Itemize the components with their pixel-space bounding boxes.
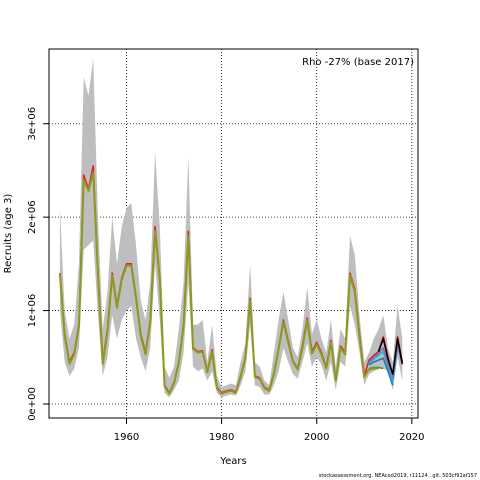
y-tick-label: 1e+06	[27, 294, 38, 328]
x-axis-title: Years	[219, 456, 246, 467]
y-axis-title: Recruits (age 3)	[3, 194, 14, 274]
series-line-6	[58, 171, 379, 395]
y-tick-label: 0e+00	[27, 387, 38, 421]
series-line-3	[368, 347, 399, 383]
y-axis: 0e+00 1e+06 2e+06 3e+06	[27, 107, 49, 421]
x-tick-label: 1980	[209, 432, 234, 443]
x-tick-label: 2020	[399, 432, 424, 443]
series-lines	[58, 164, 404, 395]
confidence-band	[59, 58, 403, 398]
series-line-2	[368, 357, 394, 386]
y-tick-label: 3e+06	[27, 107, 38, 141]
rho-annotation: Rho -27% (base 2017)	[302, 57, 414, 68]
footer-credit: stockassessment.org, NEAcod2019, r11124 …	[318, 473, 477, 479]
y-tick-label: 2e+06	[27, 200, 38, 234]
x-tick-label: 2000	[304, 432, 329, 443]
series-line-5	[377, 337, 404, 375]
x-tick-label: 1960	[114, 432, 139, 443]
x-axis: 1960 1980 2000 2020	[114, 418, 425, 443]
plot-frame	[48, 48, 419, 419]
